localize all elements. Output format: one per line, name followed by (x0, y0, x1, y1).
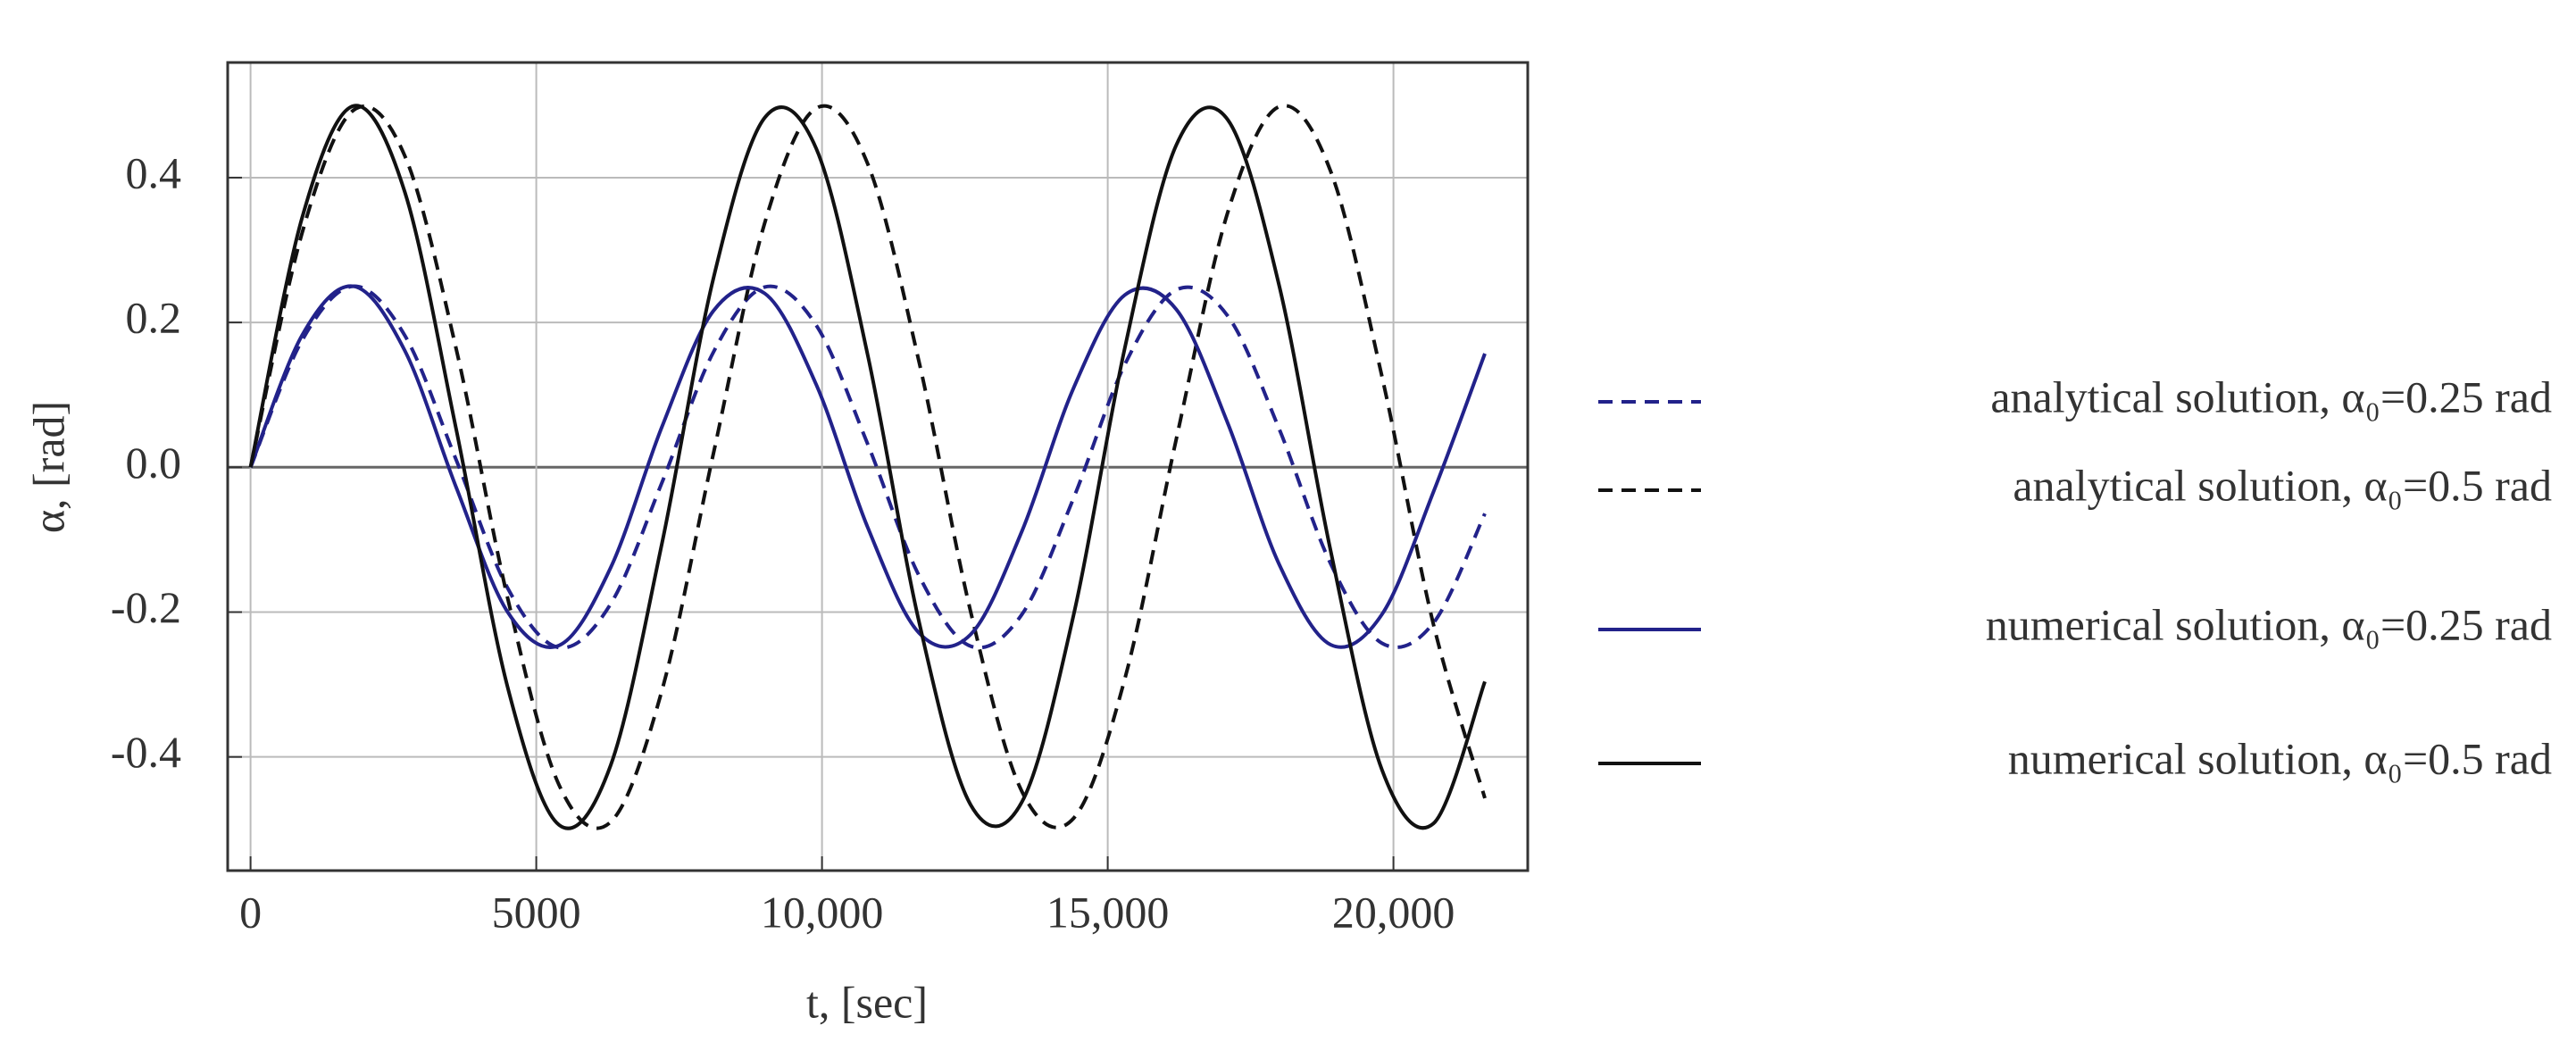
series-line (248, 284, 1487, 650)
series-line (248, 104, 1487, 830)
y-tick-label: 0.0 (126, 438, 182, 488)
x-tick-label: 0 (239, 887, 262, 937)
x-tick-label: 15,000 (1046, 887, 1170, 937)
y-tick-label: 0.2 (126, 293, 182, 343)
x-tick-label: 5000 (492, 887, 581, 937)
legend-label: analytical solution, α₀=0.25 rad (1990, 371, 2552, 421)
y-tick-label: -0.2 (111, 582, 181, 632)
series-line (248, 104, 1487, 830)
legend-label: numerical solution, α₀=0.5 rad (2008, 733, 2552, 783)
x-tick-label: 20,000 (1332, 887, 1455, 937)
legend-label: numerical solution, α₀=0.25 rad (1986, 599, 2552, 649)
y-tick-label: -0.4 (111, 727, 181, 777)
legend-label: analytical solution, α₀=0.5 rad (2013, 460, 2552, 510)
x-tick-label: 10,000 (761, 887, 884, 937)
y-axis-label: α, [rad] (23, 401, 73, 533)
series-line (248, 284, 1487, 649)
plot-frame (226, 61, 1530, 872)
x-axis-label: t, [sec] (806, 977, 928, 1027)
y-tick-label: 0.4 (126, 147, 182, 197)
